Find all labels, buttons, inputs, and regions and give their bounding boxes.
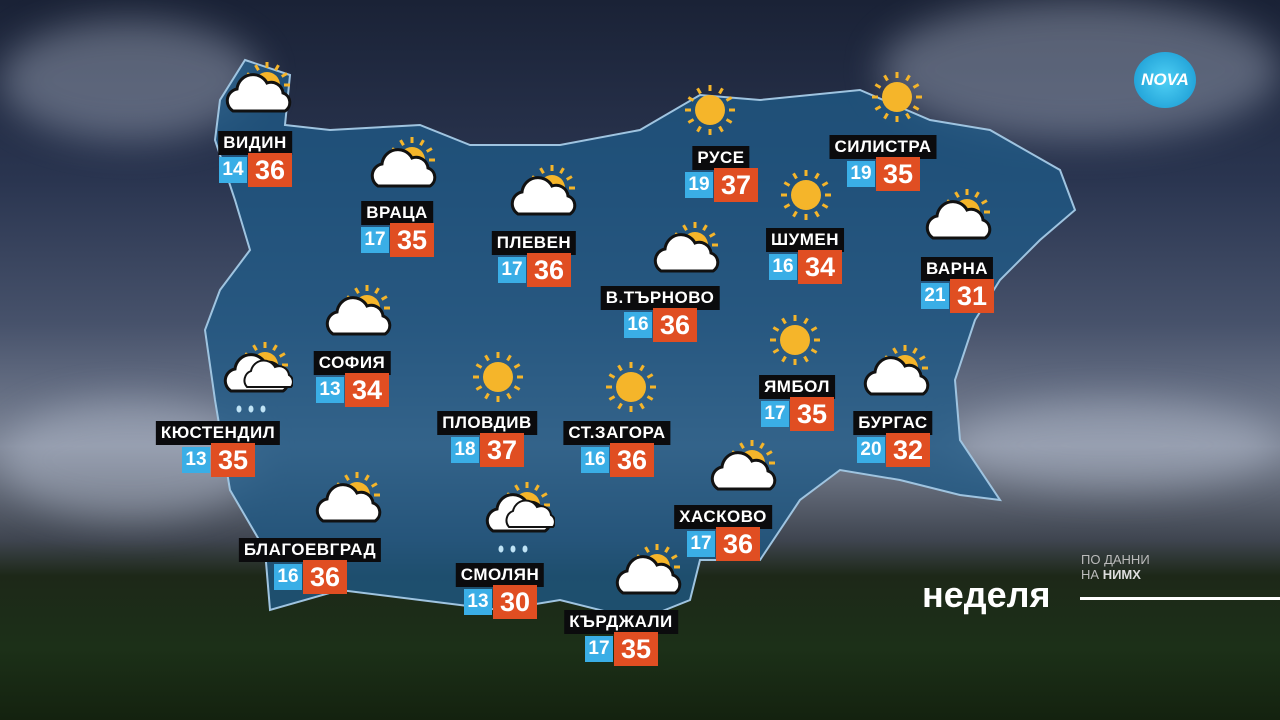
source-agency: НИМХ [1102,567,1141,582]
max-temp: 37 [480,433,524,467]
city-name: ХАСКОВО [674,505,772,529]
min-temp: 16 [769,254,797,280]
city-name: БУРГАС [853,411,933,435]
city-name: СИЛИСТРА [829,135,937,159]
city-name: СМОЛЯН [455,563,545,587]
city-name: СОФИЯ [313,351,391,375]
max-temp: 36 [248,153,292,187]
max-temp: 36 [527,253,571,287]
source-line1: ПО ДАННИ [1081,552,1150,567]
nova-logo: NOVA [1134,52,1196,108]
max-temp: 31 [950,279,994,313]
max-temp: 35 [211,443,255,477]
city-name: КЮСТЕНДИЛ [155,421,281,445]
max-temp: 36 [303,560,347,594]
min-temp: 13 [182,447,210,473]
max-temp: 32 [886,433,930,467]
min-temp: 17 [498,257,526,283]
max-temp: 37 [714,168,758,202]
min-temp: 16 [624,312,652,338]
city-name: СТ.ЗАГОРА [563,421,671,445]
city-name: БЛАГОЕВГРАД [238,538,382,562]
city-name: КЪРДЖАЛИ [564,610,678,634]
max-temp: 34 [798,250,842,284]
bulgaria-outline [203,58,1077,622]
max-temp: 35 [876,157,920,191]
max-temp: 35 [614,632,658,666]
city-name: ВИДИН [218,131,292,155]
min-temp: 20 [857,437,885,463]
city-name: ВРАЦА [361,201,433,225]
city-name: ПЛОВДИВ [437,411,537,435]
source-prefix: НА [1081,567,1100,582]
min-temp: 17 [361,227,389,253]
city-name: ВАРНА [920,257,994,281]
max-temp: 36 [653,308,697,342]
max-temp: 34 [345,373,389,407]
sky-cloud [950,400,1280,490]
city-name: ШУМЕН [766,228,844,252]
min-temp: 13 [464,589,492,615]
min-temp: 21 [921,283,949,309]
min-temp: 17 [761,401,789,427]
max-temp: 36 [610,443,654,477]
city-name: РУСЕ [692,146,750,170]
min-temp: 19 [847,161,875,187]
divider-line [1080,597,1280,600]
min-temp: 16 [274,564,302,590]
min-temp: 13 [316,377,344,403]
sky-cloud [880,0,1280,140]
min-temp: 19 [685,172,713,198]
forecast-day: неделя [922,574,1051,615]
max-temp: 35 [790,397,834,431]
city-name: ПЛЕВЕН [491,231,577,255]
min-temp: 14 [219,157,247,183]
min-temp: 17 [585,636,613,662]
min-temp: 16 [581,447,609,473]
city-name: ЯМБОЛ [759,375,835,399]
data-source: ПО ДАННИ НА НИМХ [1081,552,1150,582]
max-temp: 30 [493,585,537,619]
max-temp: 35 [390,223,434,257]
min-temp: 17 [687,531,715,557]
city-name: В.ТЪРНОВО [600,286,720,310]
min-temp: 18 [451,437,479,463]
max-temp: 36 [716,527,760,561]
